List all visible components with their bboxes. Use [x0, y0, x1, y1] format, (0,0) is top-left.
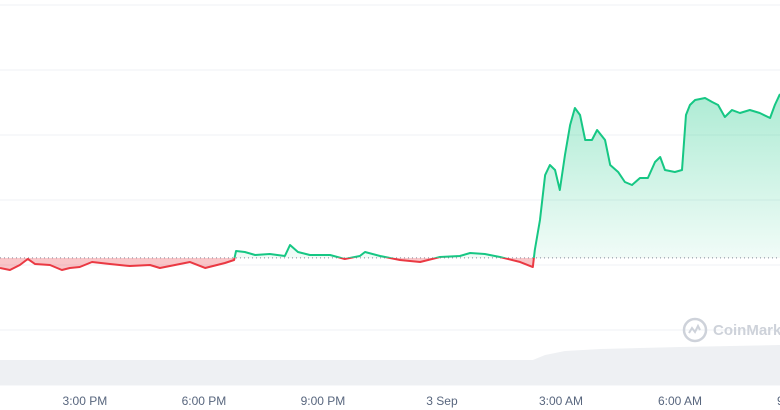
price-line-up [233, 93, 780, 258]
price-area-down [0, 257, 534, 270]
x-tick-label: 3:00 AM [539, 394, 583, 408]
price-line-down [0, 257, 535, 271]
x-tick-label: 9:00 AM [777, 394, 780, 408]
x-tick-label: 3 Sep [426, 394, 458, 408]
watermark-logo [682, 317, 708, 343]
x-tick-label: 6:00 AM [658, 394, 702, 408]
price-down [0, 257, 535, 271]
x-tick-label: 9:00 PM [301, 394, 346, 408]
volume-area [0, 345, 780, 385]
price-area-up [0, 93, 780, 258]
x-tick-label: 3:00 PM [63, 394, 108, 408]
price-up [0, 93, 780, 258]
x-tick-label: 6:00 PM [182, 394, 227, 408]
watermark: CoinMarketCap [682, 317, 780, 343]
watermark-text: CoinMarketCap [713, 322, 780, 339]
watermark-logo-mark [688, 323, 701, 334]
